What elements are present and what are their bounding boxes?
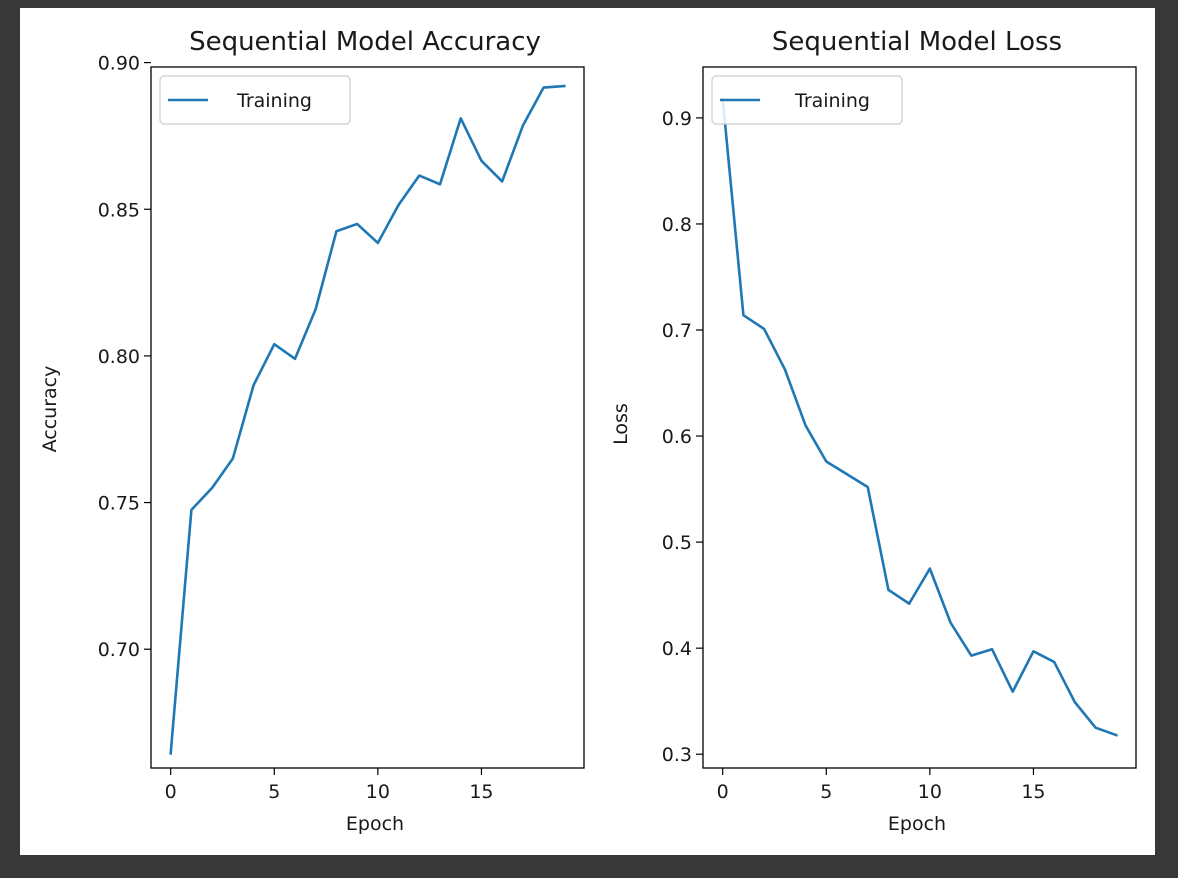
loss-y-ticks: 0.3 0.4 0.5 0.6 0.7 0.8 0.9 — [662, 108, 703, 766]
accuracy-chart-title: Sequential Model Accuracy — [189, 27, 541, 57]
accuracy-y-tick-label: 0.75 — [98, 493, 140, 515]
loss-y-tick-label: 0.8 — [662, 214, 692, 236]
accuracy-series — [169, 84, 566, 755]
figure: Sequential Model Accuracy Epoch Accuracy… — [20, 8, 1155, 855]
loss-x-tick-label: 5 — [820, 781, 832, 803]
loss-y-tick-label: 0.5 — [662, 532, 692, 554]
accuracy-y-tick-label: 0.90 — [98, 53, 140, 75]
accuracy-x-tick-label: 0 — [165, 781, 177, 803]
accuracy-training-line — [169, 84, 566, 755]
loss-chart: Sequential Model Loss Epoch Loss 0 5 10 15 … — [610, 27, 1137, 835]
loss-x-tick-label: 10 — [918, 781, 942, 803]
loss-legend: Training — [711, 75, 903, 125]
figure-canvas: Sequential Model Accuracy Epoch Accuracy… — [39, 27, 1137, 835]
accuracy-x-ticks: 0 5 10 15 — [165, 768, 494, 803]
loss-series — [721, 97, 1118, 737]
accuracy-y-axis-label: Accuracy — [39, 366, 61, 453]
accuracy-plot-frame — [150, 66, 585, 769]
loss-y-tick-label: 0.7 — [662, 320, 692, 342]
loss-legend-label: Training — [794, 90, 870, 112]
loss-plot-frame — [702, 66, 1137, 769]
loss-y-tick-label: 0.3 — [662, 744, 692, 766]
loss-x-ticks: 0 5 10 15 — [717, 768, 1046, 803]
accuracy-y-ticks: 0.70 0.75 0.80 0.85 0.90 — [98, 53, 151, 661]
accuracy-x-tick-label: 5 — [268, 781, 280, 803]
accuracy-y-tick-label: 0.70 — [98, 639, 140, 661]
loss-training-line — [721, 97, 1118, 737]
accuracy-x-tick-label: 15 — [469, 781, 493, 803]
loss-y-axis-label: Loss — [610, 403, 632, 445]
loss-y-tick-label: 0.6 — [662, 426, 692, 448]
accuracy-y-tick-label: 0.80 — [98, 346, 140, 368]
loss-legend-box — [711, 75, 903, 125]
accuracy-x-axis-label: Epoch — [346, 813, 404, 835]
accuracy-chart: Sequential Model Accuracy Epoch Accuracy… — [39, 27, 585, 835]
accuracy-legend-box — [159, 75, 351, 125]
accuracy-x-tick-label: 10 — [366, 781, 390, 803]
loss-x-tick-label: 15 — [1021, 781, 1045, 803]
accuracy-y-tick-label: 0.85 — [98, 199, 140, 221]
accuracy-legend: Training — [159, 75, 351, 125]
loss-y-tick-label: 0.4 — [662, 638, 692, 660]
loss-y-tick-label: 0.9 — [662, 108, 692, 130]
accuracy-legend-label: Training — [236, 90, 312, 112]
loss-chart-title: Sequential Model Loss — [772, 27, 1062, 57]
loss-x-axis-label: Epoch — [888, 813, 946, 835]
loss-x-tick-label: 0 — [717, 781, 729, 803]
